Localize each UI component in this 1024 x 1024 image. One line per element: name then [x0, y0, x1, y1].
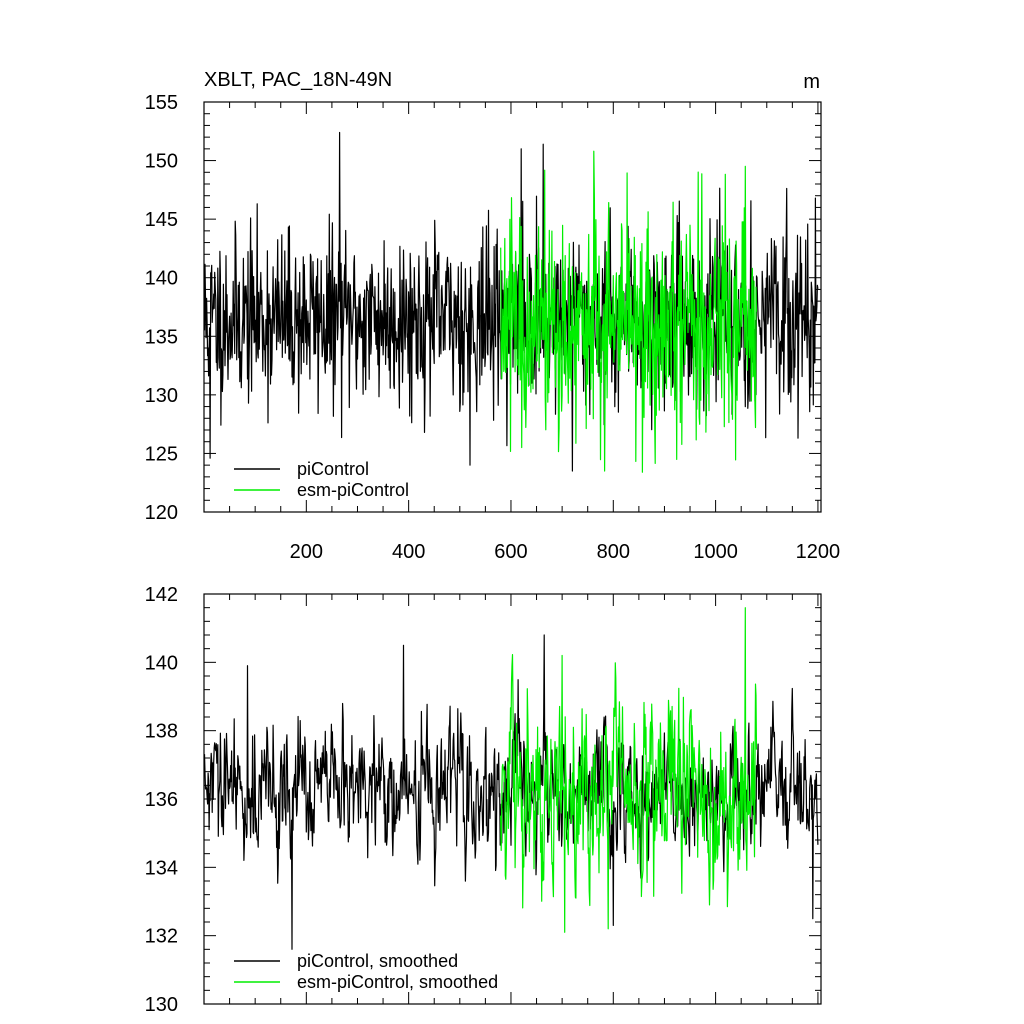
units-label: m [803, 71, 820, 93]
legend-label-picontrol-smoothed: piControl, smoothed [297, 951, 458, 971]
y-tick-label: 120 [145, 502, 178, 524]
y-tick-label: 132 [145, 926, 178, 948]
panel-title: XBLT, PAC_18N-49N [204, 69, 392, 91]
y-tick-label: 140 [145, 268, 178, 290]
smoothed-timeseries-panel: 130 132 134 136 138 140 142 piControl, smoothe… [145, 584, 822, 1016]
y-tick-label: 130 [145, 994, 178, 1016]
raw-axis-ticks: 120 125 130 135 140 145 150 155 200 400 600 800 1000… [145, 92, 841, 563]
series-line-esm-picontrol [500, 150, 758, 473]
x-tick-label: 1000 [693, 541, 738, 563]
legend-label-esm-picontrol: esm-piControl [297, 480, 409, 500]
y-tick-label: 130 [145, 385, 178, 407]
y-tick-label: 136 [145, 789, 178, 811]
y-tick-label: 138 [145, 721, 178, 743]
y-tick-label: 155 [145, 92, 178, 114]
plot-frame [203, 101, 822, 513]
raw-series-lines [203, 131, 819, 473]
series-line-picontrol-smoothed [203, 634, 819, 950]
raw-timeseries-panel: XBLT, PAC_18N-49N m 120 125 130 135 140 145 15… [145, 69, 841, 563]
x-tick-label: 600 [494, 541, 527, 563]
smoothed-series-lines [203, 607, 819, 950]
y-tick-label: 145 [145, 209, 178, 231]
smoothed-axis-ticks: 130 132 134 136 138 140 142 [145, 584, 821, 1016]
y-tick-label: 150 [145, 151, 178, 173]
x-tick-label: 200 [290, 541, 323, 563]
raw-legend: piControl esm-piControl [234, 459, 409, 500]
x-tick-label: 1200 [796, 541, 841, 563]
smoothed-legend: piControl, smoothed esm-piControl, smoot… [234, 951, 498, 992]
y-tick-label: 134 [145, 857, 178, 879]
y-tick-label: 140 [145, 652, 178, 674]
y-tick-label: 135 [145, 326, 178, 348]
legend-label-picontrol: piControl [297, 459, 369, 479]
legend-label-esm-picontrol-smoothed: esm-piControl, smoothed [297, 972, 498, 992]
y-tick-label: 142 [145, 584, 178, 606]
x-tick-label: 400 [392, 541, 425, 563]
series-line-esm-picontrol-smoothed [500, 607, 758, 933]
x-tick-label: 800 [597, 541, 630, 563]
y-tick-label: 125 [145, 443, 178, 465]
